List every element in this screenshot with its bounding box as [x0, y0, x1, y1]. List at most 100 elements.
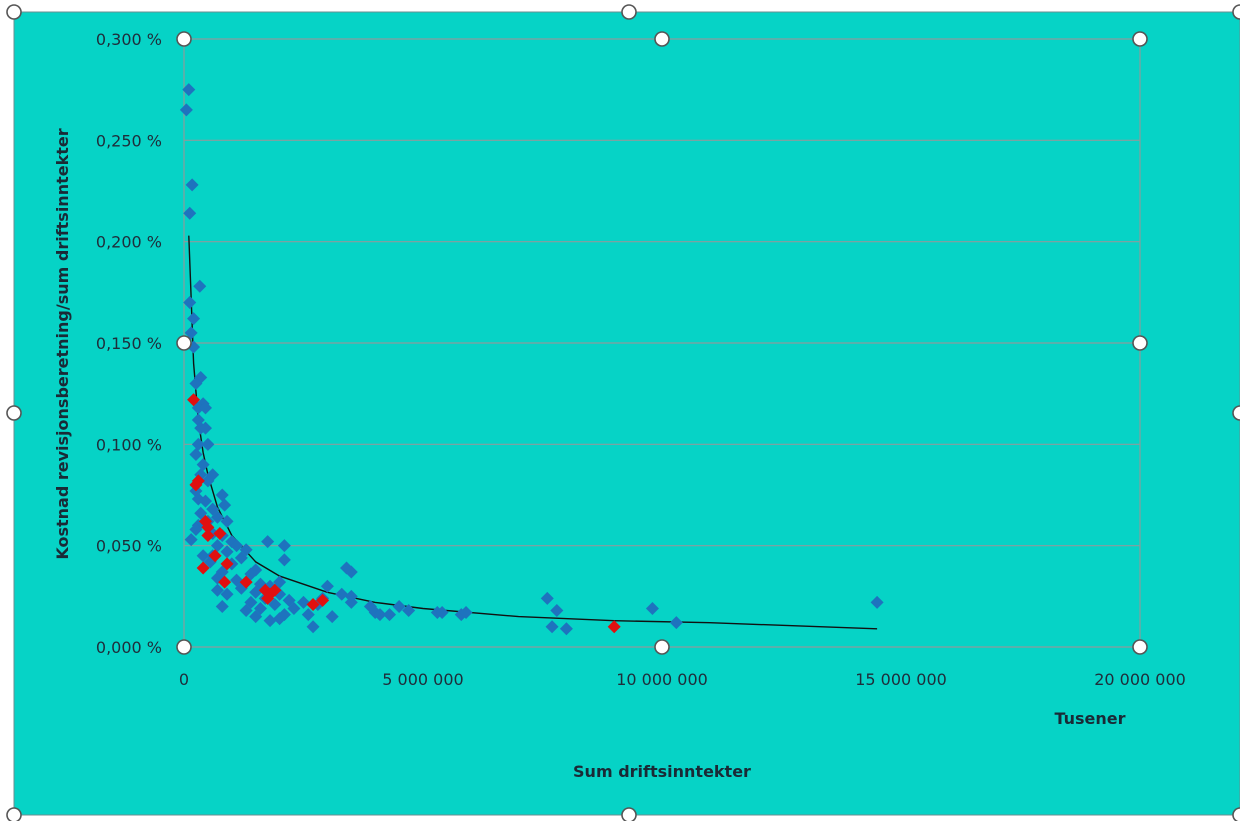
chart-background — [13, 11, 1240, 816]
data-points — [179, 83, 884, 636]
data-point-blue — [210, 539, 224, 553]
data-point-blue — [645, 601, 659, 615]
resize-handle[interactable] — [6, 405, 22, 421]
data-point-red — [268, 583, 282, 597]
data-point-blue — [325, 610, 339, 624]
data-point-blue — [196, 549, 210, 563]
selection-handles[interactable] — [6, 4, 1240, 823]
data-point-blue — [344, 565, 358, 579]
data-point-blue — [277, 553, 291, 567]
data-point-blue — [185, 178, 199, 192]
data-point-red — [239, 575, 253, 589]
resize-handle[interactable] — [6, 4, 22, 20]
data-point-red — [187, 393, 201, 407]
y-tick-label: 0,200 % — [96, 233, 162, 252]
data-point-blue — [187, 312, 201, 326]
x-tick-label: 10 000 000 — [616, 670, 708, 689]
data-point-blue — [306, 620, 320, 634]
data-point-blue — [263, 614, 277, 628]
data-point-blue — [199, 401, 213, 415]
data-point-red — [218, 575, 232, 589]
x-tick-label: 15 000 000 — [855, 670, 947, 689]
data-point-blue — [545, 620, 559, 634]
x-axis-ticks: 0 5 000 000 10 000 000 15 000 000 20 000 000 — [179, 670, 1186, 689]
resize-handle[interactable] — [6, 807, 22, 823]
trendline — [188, 235, 878, 630]
data-point-blue — [273, 612, 287, 626]
resize-handle[interactable] — [1132, 335, 1148, 351]
data-point-blue — [183, 295, 197, 309]
data-point-blue — [201, 474, 215, 488]
data-point-blue — [220, 514, 234, 528]
data-point-blue — [220, 587, 234, 601]
data-point-blue — [193, 279, 207, 293]
data-point-blue — [189, 377, 203, 391]
data-point-blue — [550, 604, 564, 618]
data-point-red — [261, 591, 275, 605]
data-point-blue — [335, 587, 349, 601]
y-axis-ticks: 0,000 % 0,050 % 0,100 % 0,150 % 0,200 % 0,250… — [96, 30, 162, 657]
data-point-blue — [402, 604, 416, 618]
data-point-blue — [210, 510, 224, 524]
data-point-red — [196, 561, 210, 575]
resize-handle[interactable] — [654, 31, 670, 47]
resize-handle[interactable] — [621, 4, 637, 20]
resize-handle[interactable] — [1232, 405, 1240, 421]
x-axis-title: Sum driftsinntekter — [573, 762, 751, 781]
resize-handle[interactable] — [621, 807, 637, 823]
data-point-red — [213, 527, 227, 541]
resize-handle[interactable] — [1232, 807, 1240, 823]
data-point-red — [607, 620, 621, 634]
data-point-blue — [215, 488, 229, 502]
data-point-blue — [287, 601, 301, 615]
data-point-blue — [196, 458, 210, 472]
data-point-blue — [870, 595, 884, 609]
data-point-blue — [392, 599, 406, 613]
y-tick-label: 0,100 % — [96, 435, 162, 454]
y-axis-title: Kostnad revisjonsberetning/sum driftsinn… — [53, 128, 72, 559]
data-point-blue — [183, 206, 197, 220]
resize-handle[interactable] — [176, 639, 192, 655]
data-point-blue — [383, 608, 397, 622]
data-point-blue — [249, 585, 263, 599]
data-point-blue — [301, 608, 315, 622]
data-point-red — [220, 557, 234, 571]
data-point-blue — [191, 437, 205, 451]
data-point-blue — [559, 622, 573, 636]
data-point-blue — [277, 539, 291, 553]
x-tick-label: 5 000 000 — [382, 670, 463, 689]
data-point-red — [201, 529, 215, 543]
data-point-red — [208, 549, 222, 563]
data-point-blue — [179, 103, 193, 117]
resize-handle[interactable] — [1132, 639, 1148, 655]
data-point-blue — [182, 83, 196, 97]
data-point-red — [201, 520, 215, 534]
data-point-blue — [268, 597, 282, 611]
resize-handle[interactable] — [654, 639, 670, 655]
data-point-blue — [199, 494, 213, 508]
resize-handle[interactable] — [176, 31, 192, 47]
data-point-blue — [189, 522, 203, 536]
resize-handle[interactable] — [1232, 4, 1240, 20]
data-point-blue — [234, 551, 248, 565]
data-point-blue — [373, 608, 387, 622]
data-point-blue — [184, 326, 198, 340]
y-tick-label: 0,150 % — [96, 334, 162, 353]
data-point-blue — [297, 595, 310, 609]
resize-handle[interactable] — [176, 335, 192, 351]
data-point-blue — [261, 535, 275, 549]
data-point-blue — [320, 579, 334, 593]
data-point-blue — [210, 583, 224, 597]
x-unit-label: Tusener — [1054, 709, 1125, 728]
data-point-blue — [435, 606, 449, 620]
data-point-red — [306, 597, 320, 611]
data-point-blue — [344, 595, 358, 609]
y-tick-label: 0,300 % — [96, 30, 162, 49]
data-point-blue — [218, 498, 232, 512]
data-point-blue — [184, 533, 198, 547]
data-point-blue — [249, 610, 263, 624]
data-point-blue — [230, 539, 244, 553]
resize-handle[interactable] — [1132, 31, 1148, 47]
